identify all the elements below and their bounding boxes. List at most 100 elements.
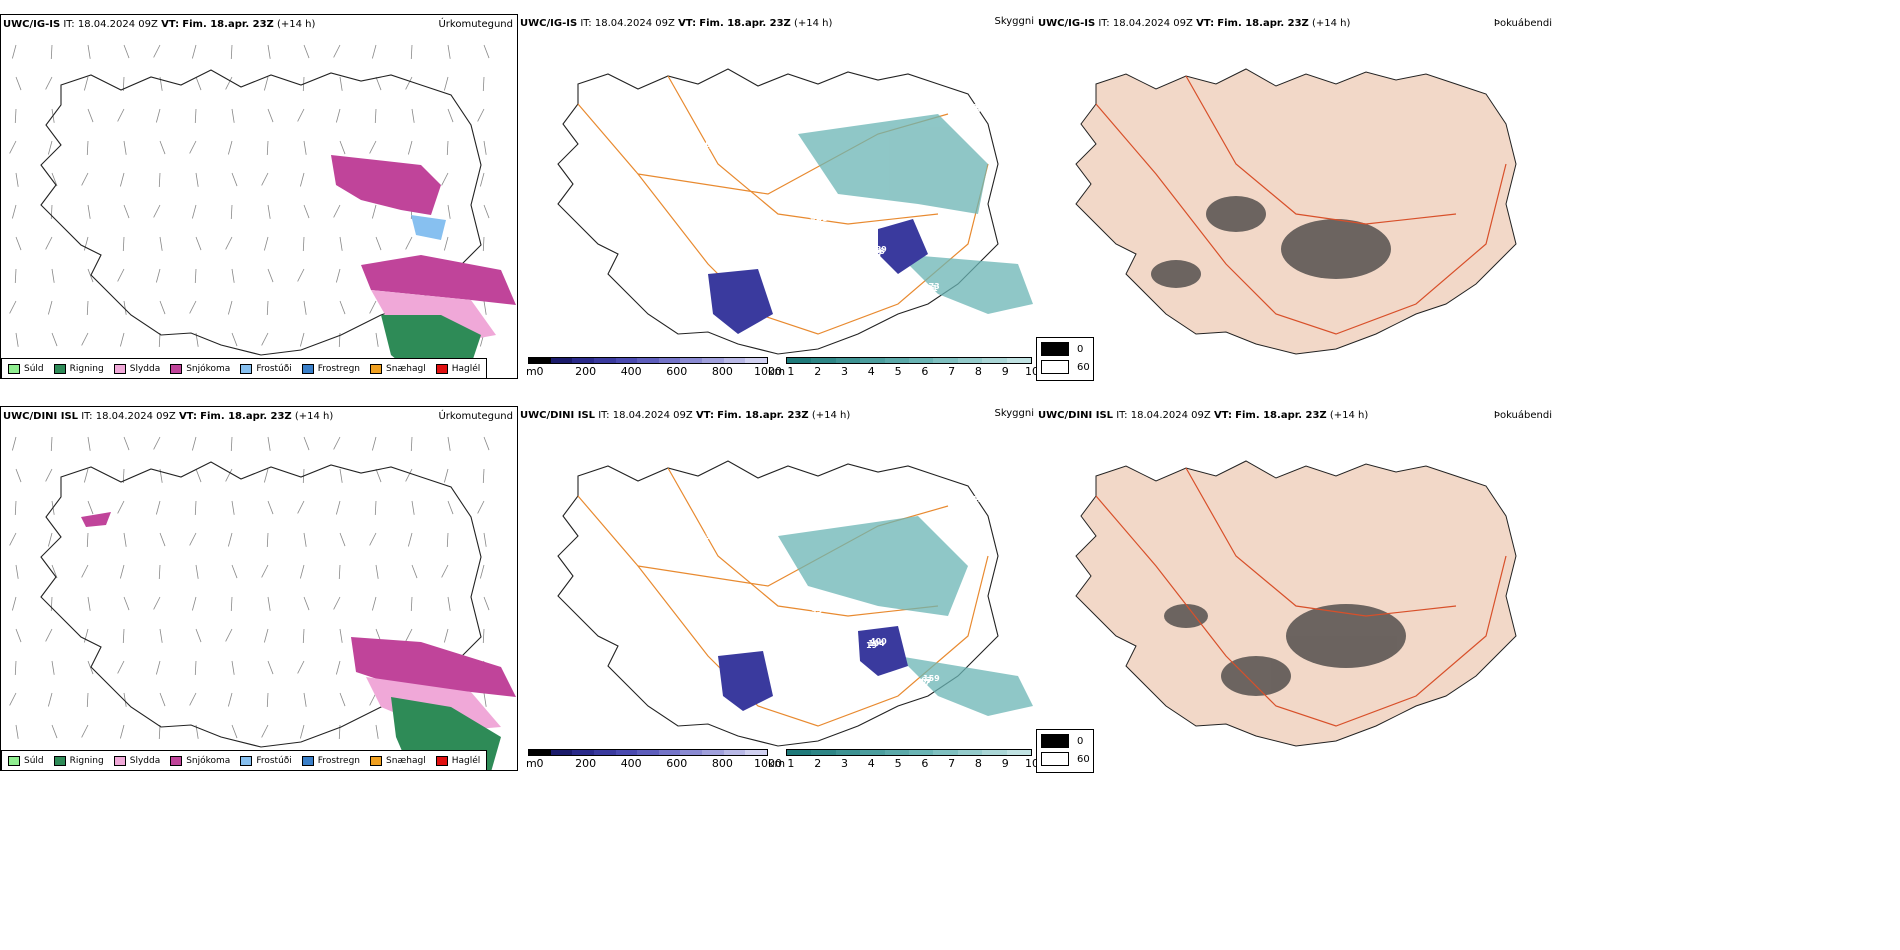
precip-legend-swatch bbox=[8, 364, 20, 374]
wind-barb bbox=[483, 596, 490, 611]
ceiling-label: 104 bbox=[868, 639, 885, 648]
precip-legend-item: Slydda bbox=[113, 756, 161, 766]
wind-barb bbox=[267, 596, 271, 611]
precip-legend-swatch bbox=[53, 756, 66, 766]
wind-barb bbox=[153, 596, 161, 610]
wind-barb bbox=[159, 628, 163, 643]
iceland-fill bbox=[1075, 460, 1517, 747]
panel-title: UWC/DINI ISL IT: 18.04.2024 09Z VT: Fim.… bbox=[520, 410, 851, 421]
colorbar-tick: 9 bbox=[1001, 365, 1009, 378]
precip-legend-label: Haglél bbox=[451, 756, 481, 766]
ceiling-label: 266 bbox=[864, 251, 881, 260]
cloud-map: 4681852131874001592172443282351046710224… bbox=[557, 460, 1033, 747]
wind-barb bbox=[303, 204, 310, 219]
precip-legend-label: Frostregn bbox=[317, 756, 361, 766]
fog-dark-areas bbox=[1164, 604, 1406, 696]
ceiling-label: 157 bbox=[866, 249, 883, 258]
wind-barb bbox=[374, 108, 377, 124]
iceland-outline bbox=[557, 68, 999, 355]
wind-barb bbox=[51, 172, 58, 187]
colorbar-tick: 400 bbox=[620, 365, 642, 378]
wind-barb bbox=[195, 564, 199, 579]
wind-barb bbox=[405, 628, 413, 642]
wind-barb bbox=[446, 140, 449, 156]
visibility-areas bbox=[778, 516, 1033, 716]
wind-barb bbox=[51, 660, 55, 675]
wind-barb bbox=[482, 236, 485, 252]
fog-dark-areas bbox=[1151, 196, 1391, 288]
wind-barb bbox=[195, 172, 199, 187]
wind-barb bbox=[302, 628, 305, 644]
wind-barb bbox=[155, 268, 161, 283]
wind-barb bbox=[153, 436, 161, 450]
wind-barb bbox=[50, 44, 53, 60]
wind-barb bbox=[123, 204, 130, 219]
wind-barb bbox=[230, 44, 233, 60]
ceiling-label: 102 bbox=[974, 493, 991, 502]
fog-legend-value: 0 bbox=[1077, 735, 1084, 747]
wind-barb bbox=[191, 44, 197, 59]
wind-barb bbox=[303, 44, 310, 59]
wind-barb bbox=[15, 468, 22, 483]
wind-barb bbox=[14, 108, 17, 124]
colorbar-segment bbox=[550, 750, 573, 755]
precip-legend-item: Frostregn bbox=[301, 756, 361, 766]
wind-barb bbox=[375, 76, 382, 91]
wind-barb bbox=[86, 140, 89, 156]
wind-barb bbox=[15, 332, 19, 347]
wind-barb bbox=[231, 172, 238, 187]
ceiling-label: 328 bbox=[762, 565, 779, 574]
colorbar-segment bbox=[787, 358, 812, 363]
wind-barb bbox=[231, 660, 235, 675]
wind-barb bbox=[189, 532, 197, 546]
fog-index-panel-row2: UWC/DINI ISL IT: 18.04.2024 09Z VT: Fim.… bbox=[1036, 406, 1556, 771]
wind-barb bbox=[86, 300, 89, 316]
wind-barb bbox=[297, 108, 305, 122]
wind-barb bbox=[230, 596, 233, 612]
wind-barb bbox=[15, 76, 22, 91]
colorbar-segment bbox=[658, 750, 681, 755]
wind-barb bbox=[11, 204, 17, 219]
colorbar-segment bbox=[593, 358, 616, 363]
wind-barb bbox=[225, 76, 233, 90]
wind-barb bbox=[50, 204, 53, 220]
ceiling-label: 121 bbox=[921, 284, 938, 293]
wind-barb bbox=[231, 332, 238, 347]
wind-barb bbox=[263, 236, 269, 251]
colorbar-tick: 600 bbox=[666, 365, 688, 378]
wind-barb bbox=[225, 236, 233, 250]
colorbar-segment bbox=[982, 750, 1007, 755]
ceiling-label: 19 bbox=[703, 142, 715, 151]
wind-barb bbox=[123, 596, 130, 611]
wind-barb bbox=[267, 204, 271, 219]
wind-barb bbox=[195, 628, 202, 643]
ceiling-label: 608 bbox=[764, 171, 781, 180]
ceiling-unit: m bbox=[526, 365, 537, 378]
precip-legend-label: Slydda bbox=[129, 756, 161, 766]
wind-barb bbox=[441, 564, 449, 578]
wind-barb bbox=[225, 468, 233, 482]
precip-legend-label: Súld bbox=[24, 756, 44, 766]
wind-barb bbox=[410, 44, 413, 60]
fog-legend-swatch bbox=[1041, 752, 1069, 766]
wind-barb bbox=[335, 500, 341, 515]
wind-barb bbox=[339, 236, 343, 251]
wind-barb bbox=[447, 596, 451, 611]
ceiling-labels: 546 857 608 737 189 173 499 333 336 322 266 121 151 2… bbox=[658, 97, 993, 299]
fog-legend-swatch bbox=[1041, 342, 1069, 356]
precip-type-title: Úrkomutegund bbox=[438, 411, 513, 422]
precip-legend-swatch bbox=[435, 756, 448, 766]
wind-barb bbox=[119, 564, 125, 579]
colorbar-segment bbox=[593, 750, 616, 755]
precip-legend-item: Frostúði bbox=[240, 364, 292, 374]
colorbar-segment bbox=[615, 750, 638, 755]
wind-barb bbox=[263, 628, 269, 643]
wind-barb bbox=[375, 332, 379, 347]
wind-barb bbox=[405, 468, 413, 482]
wind-barb bbox=[371, 44, 377, 59]
colorbar-segment bbox=[702, 750, 724, 755]
precip-legend-label: Haglél bbox=[451, 364, 481, 374]
precip-legend-item: Slydda bbox=[113, 364, 161, 374]
wind-barb bbox=[299, 724, 305, 739]
precip-legend-label: Slydda bbox=[129, 364, 161, 374]
